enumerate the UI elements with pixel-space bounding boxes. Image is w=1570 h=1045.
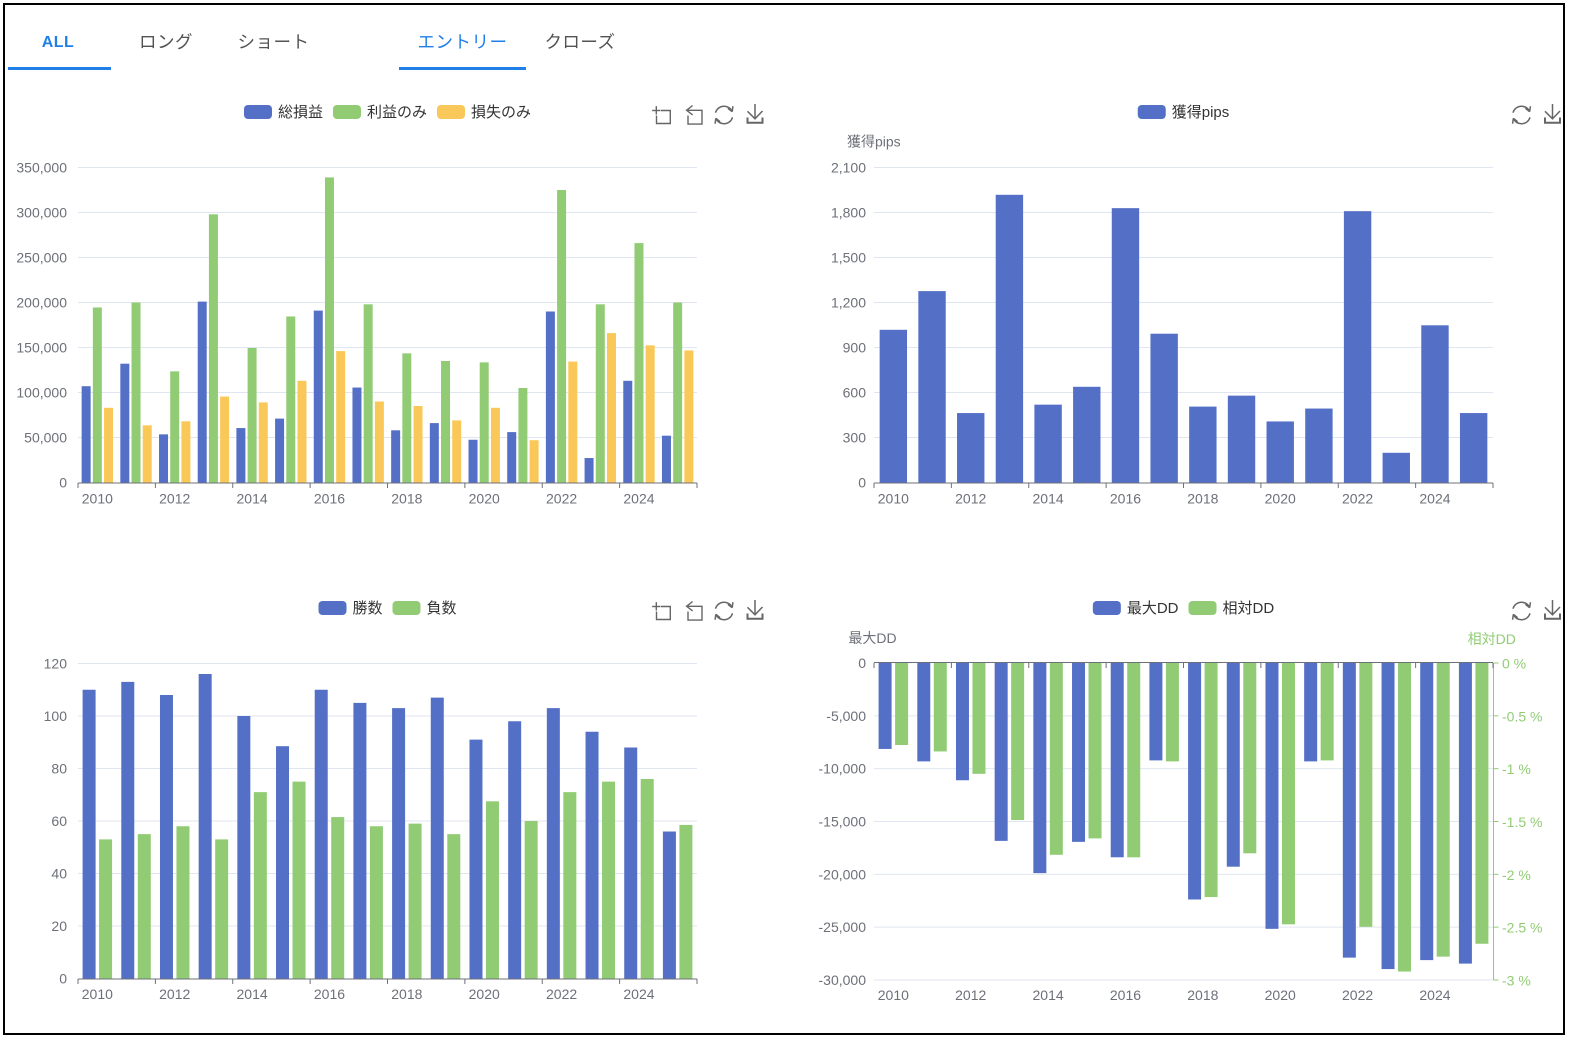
svg-text:2,100: 2,100 [831,160,866,176]
svg-text:ショート: ショート [238,32,310,52]
svg-text:最大DD: 最大DD [848,630,896,646]
svg-text:損失のみ: 損失のみ [471,104,531,121]
svg-text:-3 %: -3 % [1502,973,1531,989]
svg-text:2010: 2010 [878,987,909,1003]
svg-text:2016: 2016 [314,986,345,1002]
svg-text:300,000: 300,000 [16,205,67,221]
svg-text:120: 120 [44,656,68,672]
svg-text:2010: 2010 [82,986,113,1002]
svg-text:2020: 2020 [469,986,500,1002]
svg-text:300: 300 [843,430,867,446]
svg-text:エントリー: エントリー [418,32,508,52]
svg-text:600: 600 [843,385,867,401]
svg-text:2022: 2022 [1342,491,1373,507]
svg-text:負数: 負数 [427,600,457,617]
svg-text:2016: 2016 [314,491,345,507]
svg-text:350,000: 350,000 [16,160,67,176]
svg-text:相対DD: 相対DD [1468,631,1516,647]
svg-text:利益のみ: 利益のみ [367,104,427,121]
svg-text:60: 60 [51,813,67,829]
svg-text:-1 %: -1 % [1502,761,1531,777]
svg-text:0: 0 [858,655,866,671]
svg-text:100: 100 [44,708,68,724]
svg-text:ALL: ALL [42,34,75,51]
svg-text:-30,000: -30,000 [819,972,867,988]
svg-text:2012: 2012 [955,491,986,507]
svg-text:2012: 2012 [955,987,986,1003]
svg-text:獲得pips: 獲得pips [847,134,901,150]
svg-text:0: 0 [59,475,67,491]
svg-text:-10,000: -10,000 [819,761,867,777]
svg-text:2014: 2014 [237,986,268,1002]
svg-text:2024: 2024 [623,491,654,507]
svg-text:-20,000: -20,000 [819,866,867,882]
svg-text:2022: 2022 [1342,987,1373,1003]
svg-text:-2.5 %: -2.5 % [1502,920,1542,936]
svg-text:2018: 2018 [391,491,422,507]
svg-text:-2 %: -2 % [1502,867,1531,883]
svg-text:2024: 2024 [1419,987,1450,1003]
svg-text:2010: 2010 [878,491,909,507]
svg-text:2024: 2024 [1419,491,1450,507]
svg-text:2018: 2018 [1187,491,1218,507]
svg-text:総損益: 総損益 [278,104,323,121]
svg-text:900: 900 [843,340,867,356]
svg-text:0: 0 [59,971,67,987]
svg-text:2020: 2020 [1265,491,1296,507]
svg-text:2014: 2014 [1033,491,1064,507]
svg-text:2014: 2014 [1033,987,1064,1003]
svg-text:200,000: 200,000 [16,295,67,311]
svg-text:2014: 2014 [237,491,268,507]
svg-text:最大DD: 最大DD [1127,600,1179,617]
svg-text:80: 80 [51,761,67,777]
svg-text:2018: 2018 [1187,987,1218,1003]
svg-text:1,500: 1,500 [831,250,866,266]
svg-text:2016: 2016 [1110,491,1141,507]
svg-text:1,800: 1,800 [831,205,866,221]
svg-text:獲得pips: 獲得pips [1172,104,1230,121]
svg-text:2024: 2024 [623,986,654,1002]
svg-text:50,000: 50,000 [24,430,67,446]
svg-text:-15,000: -15,000 [819,814,867,830]
svg-text:相対DD: 相対DD [1223,600,1275,617]
svg-text:0 %: 0 % [1502,656,1526,672]
svg-text:1,200: 1,200 [831,295,866,311]
svg-text:2010: 2010 [82,491,113,507]
svg-text:勝数: 勝数 [353,600,383,617]
svg-text:20: 20 [51,918,67,934]
svg-text:-0.5 %: -0.5 % [1502,708,1542,724]
svg-text:100,000: 100,000 [16,385,67,401]
svg-text:クローズ: クローズ [544,32,615,52]
svg-text:-5,000: -5,000 [826,708,866,724]
svg-text:2012: 2012 [159,986,190,1002]
svg-text:-1.5 %: -1.5 % [1502,814,1542,830]
svg-text:2020: 2020 [1265,987,1296,1003]
svg-text:-25,000: -25,000 [819,919,867,935]
svg-text:2016: 2016 [1110,987,1141,1003]
svg-text:2020: 2020 [469,491,500,507]
svg-text:2022: 2022 [546,491,577,507]
svg-text:2022: 2022 [546,986,577,1002]
svg-text:40: 40 [51,866,67,882]
svg-text:250,000: 250,000 [16,250,67,266]
svg-text:2018: 2018 [391,986,422,1002]
svg-text:0: 0 [858,475,866,491]
svg-text:150,000: 150,000 [16,340,67,356]
svg-text:2012: 2012 [159,491,190,507]
svg-text:ロング: ロング [139,32,193,52]
